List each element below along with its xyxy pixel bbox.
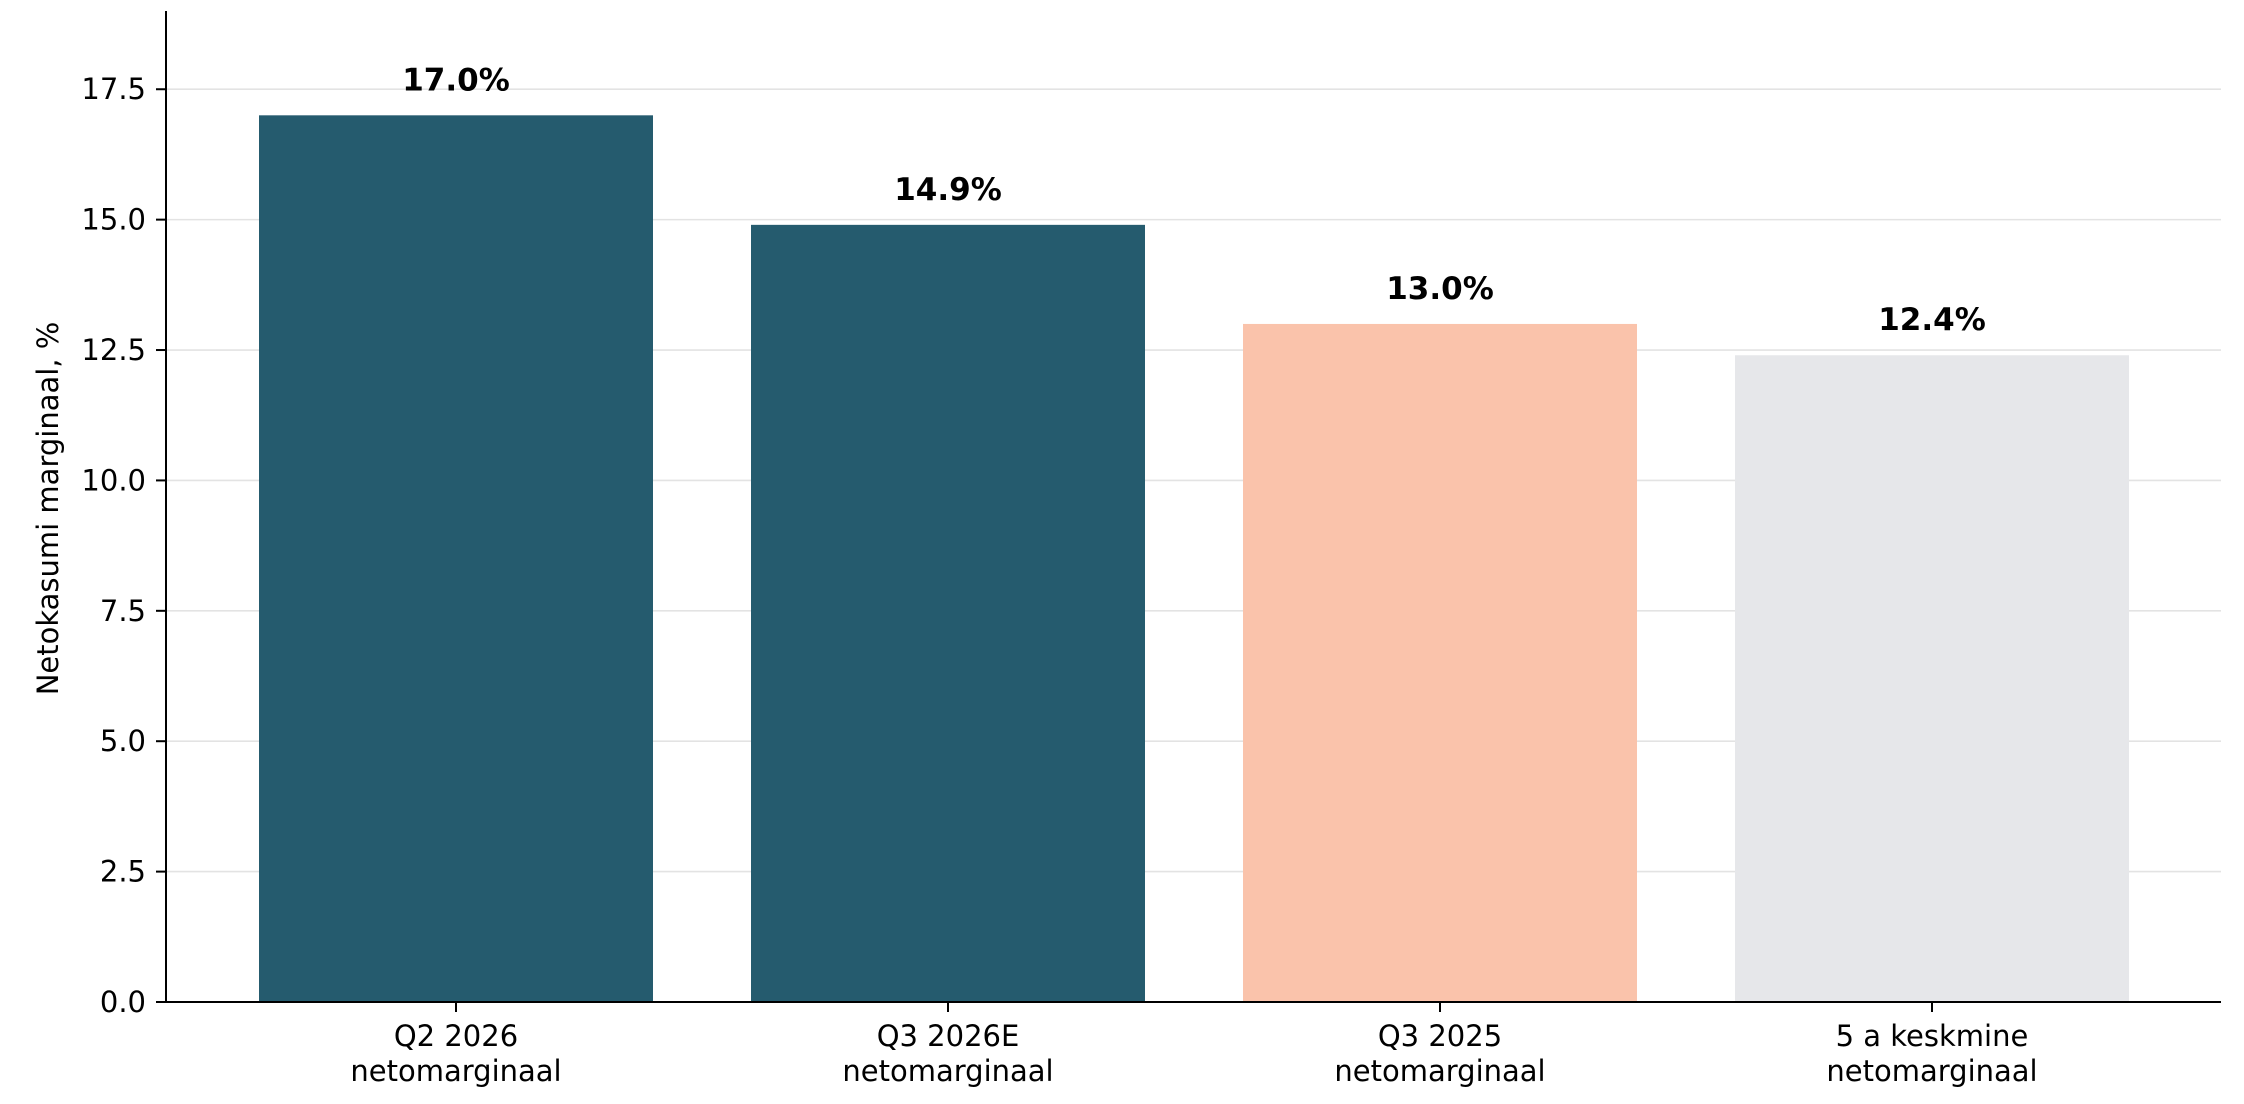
- bar: [1735, 355, 2129, 1003]
- x-tick-label: netomarginaal: [350, 1054, 561, 1088]
- y-tick-label: 2.5: [100, 855, 146, 889]
- axes: [165, 11, 2221, 1003]
- value-labels: 17.0% 14.9% 13.0% 12.4%: [402, 62, 1986, 338]
- x-tick-label: netomarginaal: [1826, 1054, 2037, 1088]
- y-tick-label: 10.0: [81, 463, 146, 497]
- bars: [259, 115, 2129, 1003]
- x-tick-label: netomarginaal: [1334, 1054, 1545, 1088]
- bar-value-label: 17.0%: [402, 62, 510, 98]
- y-tick-label: 12.5: [81, 333, 146, 367]
- x-tick-label: Q3 2026E: [877, 1019, 1020, 1053]
- bar-value-label: 12.4%: [1878, 302, 1986, 338]
- x-tick-label: netomarginaal: [842, 1054, 1053, 1088]
- bar: [259, 115, 653, 1002]
- y-tick-label: 17.5: [81, 72, 146, 106]
- y-axis-ticks: 0.0 2.5 5.0 7.5 10.0 12.5 15.0 17.5: [81, 72, 166, 1019]
- x-tick-label: 5 a keskmine: [1836, 1019, 2029, 1053]
- y-tick-label: 7.5: [100, 594, 146, 628]
- y-axis-title: Netokasumi marginaal, %: [31, 322, 65, 696]
- y-tick-label: 15.0: [81, 203, 146, 237]
- x-tick-label: Q3 2025: [1378, 1019, 1502, 1053]
- bar-value-label: 14.9%: [894, 172, 1002, 208]
- bar: [1243, 323, 1637, 1002]
- bar-value-label: 13.0%: [1386, 271, 1494, 307]
- y-tick-label: 5.0: [100, 724, 146, 758]
- y-tick-label: 0.0: [100, 985, 146, 1019]
- x-tick-label: Q2 2026: [394, 1019, 518, 1053]
- bar: [751, 224, 1145, 1003]
